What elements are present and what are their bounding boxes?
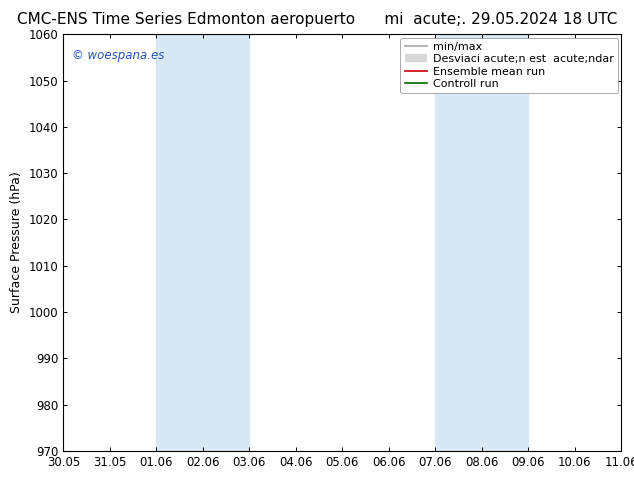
Y-axis label: Surface Pressure (hPa): Surface Pressure (hPa) [10,172,23,314]
Legend: min/max, Desviaci acute;n est  acute;ndar, Ensemble mean run, Controll run: min/max, Desviaci acute;n est acute;ndar… [401,38,618,93]
Text: © woespana.es: © woespana.es [72,49,164,62]
Bar [157,34,249,451]
Bar [436,34,528,451]
Text: CMC-ENS Time Series Edmonton aeropuerto      mi  acute;. 29.05.2024 18 UTC: CMC-ENS Time Series Edmonton aeropuerto … [17,12,617,27]
